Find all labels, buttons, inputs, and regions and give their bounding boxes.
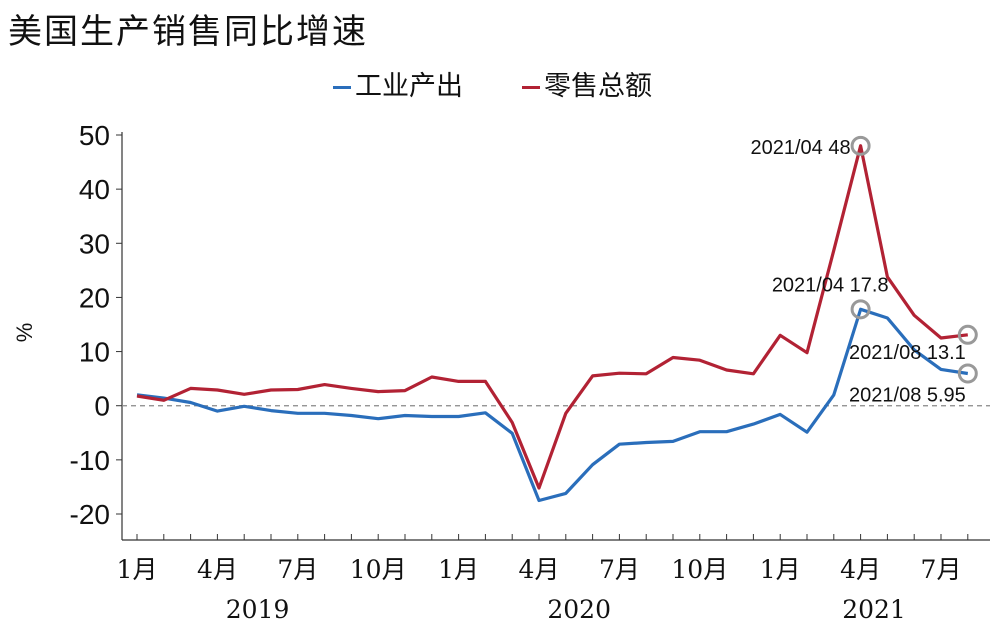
annotation-marker: [850, 299, 871, 320]
y-tick-label: 10: [79, 337, 110, 368]
legend-swatch-retail-sales: [522, 86, 540, 89]
year-label: 2019: [226, 595, 290, 624]
annotation-label: 2021/08 13.1: [849, 342, 966, 364]
y-tick-label: 20: [79, 282, 110, 313]
legend-label-retail-sales: 零售总额: [544, 71, 652, 102]
y-tick-label: -10: [70, 445, 110, 476]
x-tick-label: 4月: [840, 555, 881, 584]
annotation-marker: [850, 135, 871, 156]
y-tick-label: 50: [79, 120, 110, 151]
y-tick-label: 30: [79, 228, 110, 259]
series-line-retail-sales: [136, 144, 968, 490]
x-tick-label: 4月: [197, 555, 238, 584]
x-tick-label: 1月: [117, 555, 158, 584]
x-tick-label: 7月: [921, 555, 962, 584]
legend-swatch-industrial-output: [333, 86, 351, 89]
annotation-marker: [957, 324, 978, 345]
x-tick-label: 1月: [438, 555, 479, 584]
annotation-label: 2021/04 48: [750, 137, 850, 159]
series-line-industrial-output: [136, 307, 969, 503]
x-tick-label: 4月: [519, 555, 560, 584]
y-tick-label: -20: [70, 499, 110, 530]
x-tick-label: 10月: [350, 555, 407, 584]
x-tick-label: 7月: [599, 555, 640, 584]
x-tick-label: 10月: [671, 555, 728, 584]
chart-title: 美国生产销售同比增速: [8, 12, 368, 52]
legend-label-industrial-output: 工业产出: [355, 71, 463, 102]
annotation-label: 2021/08 5.95: [849, 384, 966, 406]
annotation-marker: [957, 363, 978, 384]
x-tick-label: 7月: [277, 555, 318, 584]
y-tick-label: 40: [79, 174, 110, 205]
legend-item-industrial-output: 工业产出: [333, 64, 463, 103]
x-tick-label: 1月: [760, 555, 801, 584]
year-label: 2021: [842, 595, 906, 624]
y-tick-label: 0: [94, 391, 110, 422]
y-axis-title: %: [12, 323, 37, 343]
legend-item-retail-sales: 零售总额: [522, 64, 652, 103]
annotation-label: 2021/04 17.8: [772, 274, 889, 296]
year-label: 2020: [547, 595, 611, 624]
